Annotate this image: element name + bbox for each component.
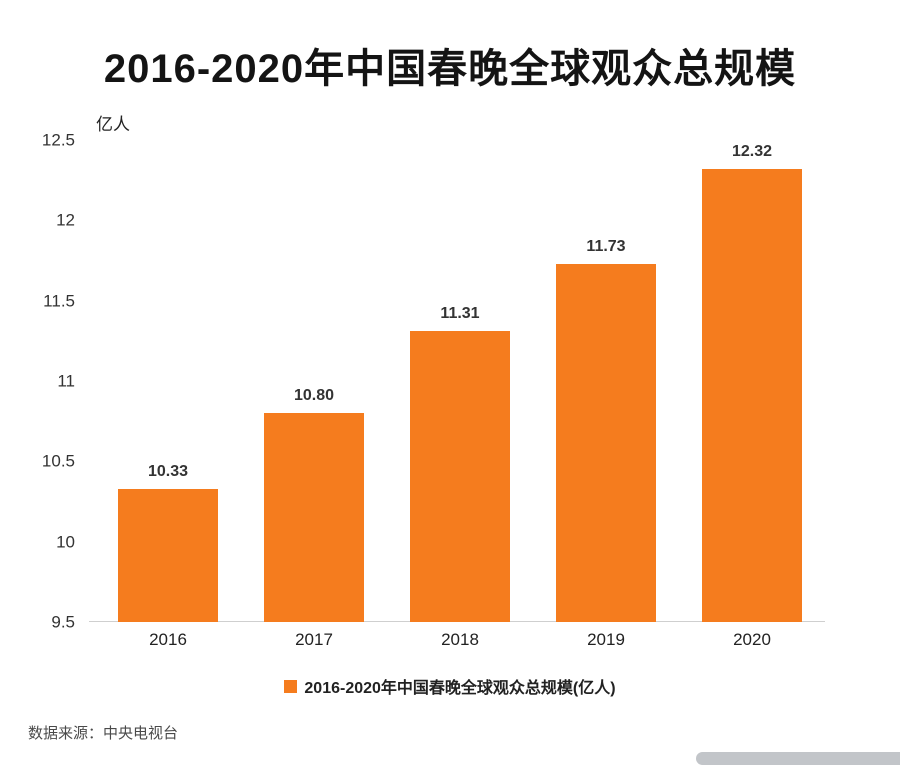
y-tick-label: 12: [56, 210, 75, 230]
x-tick-label: 2016: [149, 630, 187, 649]
bar-2019: [556, 263, 656, 622]
y-axis: 9.5 10 10.5 11 11.5 12 12.5: [0, 132, 85, 631]
source-note: 数据来源：中央电视台: [28, 725, 179, 742]
x-tick-label: 2019: [587, 630, 625, 649]
bar-value-label: 10.33: [147, 462, 189, 480]
x-tick-label: 2017: [295, 630, 333, 649]
bar-2016: [118, 488, 218, 622]
y-tick-label: 10: [56, 532, 75, 552]
y-tick-label: 11.5: [43, 291, 75, 311]
bar-value-label: 11.73: [586, 237, 626, 255]
legend-label: 2016-2020年中国春晚全球观众总规模(亿人): [304, 680, 616, 697]
plot-area: 10.33 10.80 11.31 11.73 12.32: [89, 140, 825, 622]
bar-value-label: 10.80: [293, 387, 335, 405]
x-tick-label: 2018: [441, 630, 479, 649]
y-axis-unit-label: 亿人: [96, 115, 130, 134]
bar-value-label: 12.32: [731, 142, 773, 160]
y-tick-label: 9.5: [51, 612, 75, 632]
bar-2017: [264, 413, 364, 622]
x-tick-label: 2020: [733, 630, 771, 649]
x-axis: 2016 2017 2018 2019 2020: [95, 630, 825, 654]
y-tick-label: 12.5: [41, 130, 75, 150]
bar-value-label: 11.31: [440, 305, 480, 323]
bar-2018: [410, 331, 510, 622]
legend-swatch-icon: [284, 679, 298, 693]
page-title: 2016-2020年中国春晚全球观众总规模: [103, 47, 797, 91]
legend: 2016-2020年中国春晚全球观众总规模(亿人): [0, 674, 900, 698]
bar-2020: [702, 168, 802, 622]
scrollbar-thumb[interactable]: [696, 752, 900, 765]
y-tick-label: 10.5: [41, 451, 75, 471]
y-tick-label: 11: [57, 371, 75, 391]
